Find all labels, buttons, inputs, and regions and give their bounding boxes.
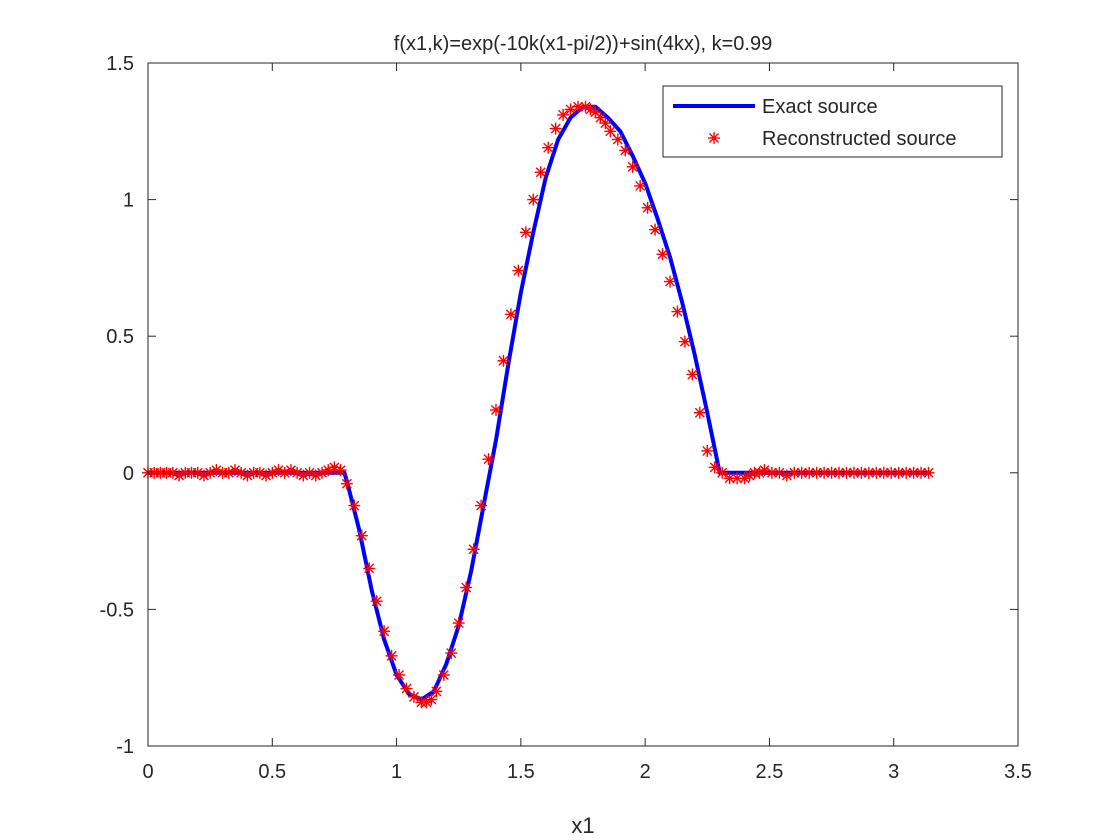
data-point-reconstructed-source (407, 690, 420, 703)
data-point-reconstructed-source (393, 668, 406, 681)
data-point-reconstructed-source (664, 275, 676, 288)
data-point-reconstructed-source (634, 179, 647, 192)
data-point-reconstructed-source (460, 581, 473, 594)
data-point-reconstructed-source (619, 144, 632, 157)
data-point-reconstructed-source (693, 406, 706, 419)
data-point-reconstructed-source (400, 682, 413, 695)
y-tick-label: 0.5 (106, 326, 134, 348)
data-point-reconstructed-source (641, 201, 654, 214)
data-point-reconstructed-source (527, 193, 540, 206)
data-point-reconstructed-source (803, 466, 816, 479)
y-tick-label: -1 (116, 736, 134, 758)
x-tick-label: 2.5 (756, 761, 784, 783)
series-layer (142, 100, 935, 709)
data-point-reconstructed-source (649, 223, 662, 236)
y-tick-label: 1 (123, 190, 134, 212)
data-point-reconstructed-source (385, 649, 398, 662)
data-point-reconstructed-source (626, 160, 639, 173)
data-point-reconstructed-source (425, 693, 438, 706)
chart-title: f(x1,k)=exp(-10k(x1-pi/2))+sin(4kx), k=0… (394, 33, 772, 55)
data-point-reconstructed-source (708, 461, 721, 474)
data-point-reconstructed-source (686, 368, 699, 381)
data-point-reconstructed-source (348, 499, 361, 512)
x-tick-label: 1.5 (507, 761, 535, 783)
data-point-reconstructed-source (430, 685, 443, 698)
data-point-reconstructed-source (355, 529, 368, 542)
data-point-reconstructed-source (656, 248, 669, 261)
data-point-reconstructed-source (885, 466, 898, 479)
x-tick-label: 3.5 (1004, 761, 1032, 783)
y-tick-label: -0.5 (100, 599, 134, 621)
x-tick-label: 1 (391, 761, 402, 783)
data-point-reconstructed-source (599, 117, 612, 130)
data-point-reconstructed-source (467, 543, 480, 556)
data-point-reconstructed-source (497, 354, 510, 367)
data-point-reconstructed-source (738, 472, 751, 485)
data-point-reconstructed-source (671, 305, 684, 318)
data-point-reconstructed-source (716, 466, 729, 479)
data-point-reconstructed-source (833, 466, 846, 479)
data-point-reconstructed-source (678, 335, 691, 348)
legend-swatch-reconstructed-source (708, 132, 720, 144)
data-point-reconstructed-source (519, 226, 532, 239)
plot-area-frame (147, 62, 1019, 747)
data-point-reconstructed-source (363, 562, 376, 575)
x-tick-label: 0 (142, 761, 153, 783)
data-point-reconstructed-source (723, 472, 736, 485)
y-tick-label: 0 (123, 463, 134, 485)
legend-label-reconstructed-source: Reconstructed source (762, 128, 957, 150)
data-point-reconstructed-source (370, 595, 383, 608)
data-point-reconstructed-source (378, 625, 391, 638)
x-tick-label: 2 (640, 761, 651, 783)
data-point-reconstructed-source (557, 108, 570, 121)
data-point-reconstructed-source (579, 100, 592, 113)
data-point-reconstructed-source (340, 477, 353, 490)
data-point-reconstructed-source (877, 466, 890, 479)
data-point-reconstructed-source (334, 464, 347, 477)
data-point-reconstructed-source (611, 133, 624, 146)
data-point-reconstructed-source (437, 668, 450, 681)
data-point-reconstructed-source (758, 464, 771, 477)
data-point-reconstructed-source (445, 647, 458, 660)
x-axis-label: x1 (571, 813, 594, 838)
data-point-reconstructed-source (534, 166, 547, 179)
axis-ticks-layer: 0 0.5 1 1.5 2 2.5 3 3.5 -1 -0.5 0 0.5 1 1.5 (100, 53, 1032, 783)
data-point-reconstructed-source (840, 466, 853, 479)
data-point-reconstructed-source (584, 103, 597, 116)
data-point-reconstructed-source (482, 453, 495, 466)
data-point-reconstructed-source (504, 308, 517, 321)
data-point-reconstructed-source (604, 125, 617, 138)
data-point-reconstructed-source (542, 141, 555, 154)
x-tick-label: 0.5 (258, 761, 286, 783)
data-point-reconstructed-source (475, 499, 488, 512)
data-point-reconstructed-source (795, 466, 808, 479)
legend-box (662, 85, 1003, 158)
legend: Exact source Reconstructed source (662, 85, 1003, 158)
data-point-reconstructed-source (490, 403, 502, 416)
series-line-exact-source (148, 104, 931, 702)
data-point-reconstructed-source (701, 444, 714, 457)
data-point-reconstructed-source (512, 264, 525, 277)
data-point-reconstructed-source (922, 466, 935, 479)
data-point-reconstructed-source (549, 122, 562, 135)
legend-label-exact-source: Exact source (762, 96, 878, 118)
y-tick-label: 1.5 (106, 53, 134, 75)
x-tick-label: 3 (888, 761, 899, 783)
data-point-reconstructed-source (452, 617, 465, 630)
